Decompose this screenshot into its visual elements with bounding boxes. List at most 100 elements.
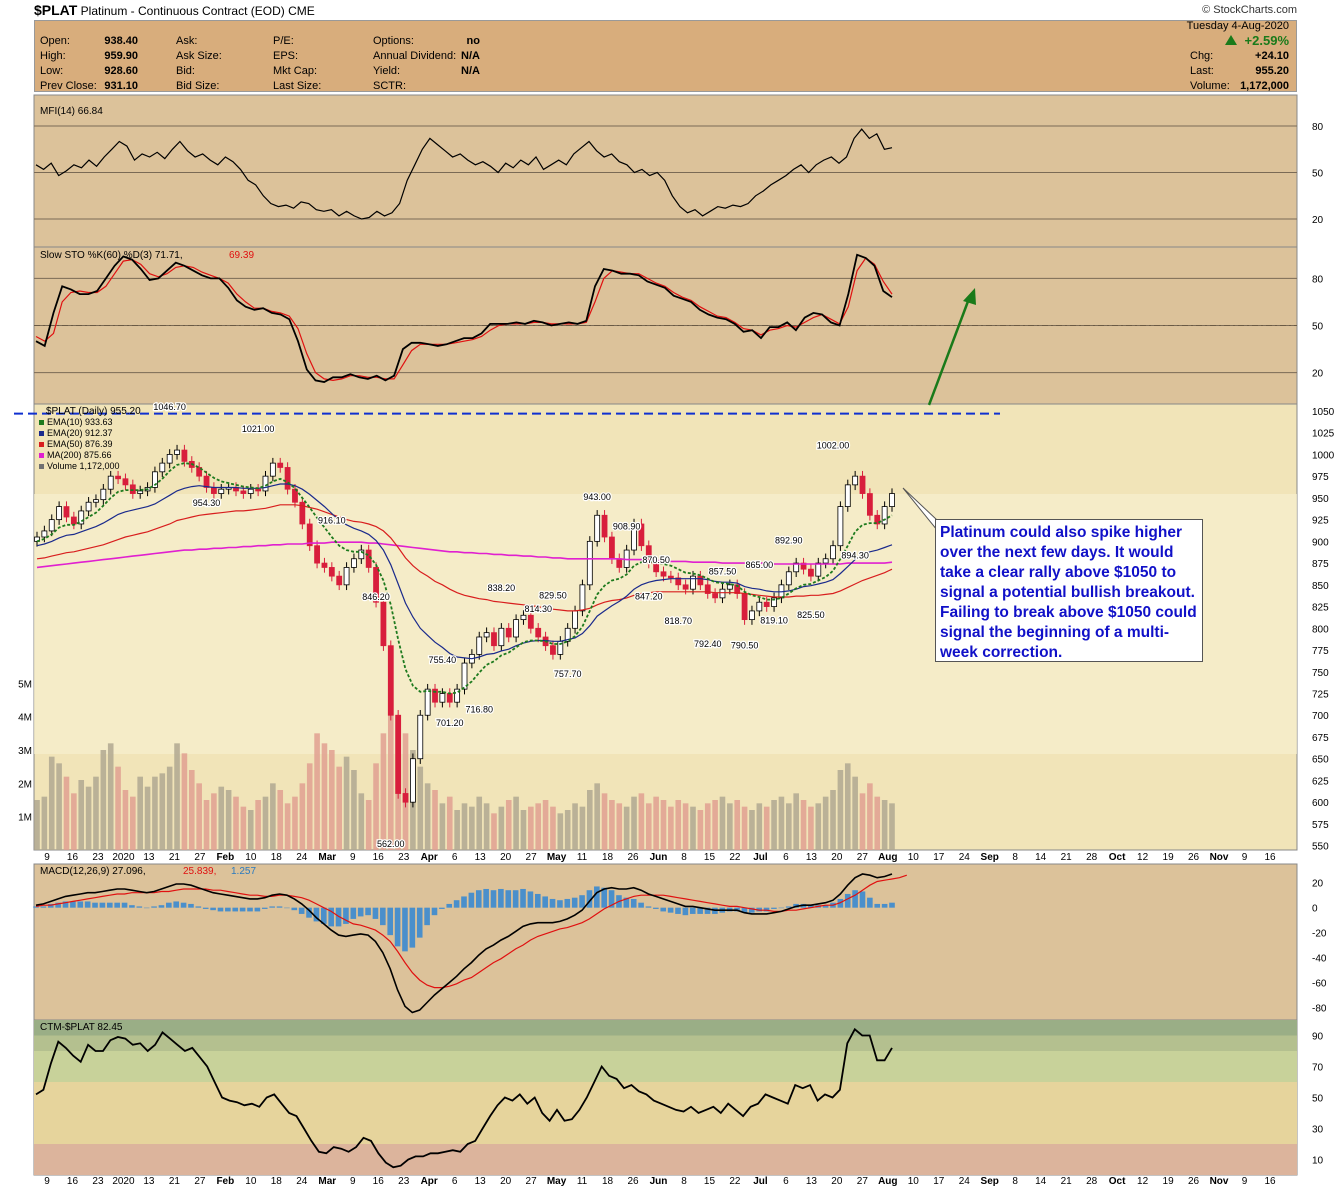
macd-hist-bar [889, 902, 895, 908]
right-label: Last: [1190, 65, 1214, 77]
volume-bar [601, 793, 608, 850]
volume-bar [196, 783, 202, 850]
macd-hist-bar [239, 907, 246, 912]
volume-bar [314, 733, 320, 850]
price-data-label: 825.50 [797, 610, 825, 620]
x-axis-label: 28 [1086, 852, 1098, 863]
macd-hist-bar [92, 902, 98, 908]
volume-bar [93, 776, 99, 850]
macd-hist-bar [232, 907, 239, 912]
macd-hist-bar [542, 896, 548, 908]
price-data-label: 755.40 [429, 655, 457, 665]
x-axis-label-bottom: Feb [216, 1176, 234, 1187]
x-axis-label: 20 [500, 852, 512, 863]
macd-hist-bar [394, 907, 401, 947]
option-label: SCTR: [373, 80, 406, 92]
candle-body [881, 506, 888, 525]
fund-label: Mkt Cap: [273, 65, 317, 77]
macd-hist-bar [40, 906, 47, 908]
candle-body [306, 523, 313, 547]
x-axis-label-bottom: 17 [933, 1176, 945, 1187]
volume-bar [837, 770, 844, 850]
price-data-label: 716.80 [465, 705, 493, 715]
ctm-tick: 90 [1312, 1032, 1324, 1043]
x-axis-label-bottom: 10 [908, 1176, 920, 1187]
x-axis-label: 13 [143, 852, 155, 863]
x-axis-label-bottom: Jun [650, 1176, 668, 1187]
x-axis-label: 27 [526, 852, 538, 863]
x-axis-label: May [547, 852, 567, 863]
volume-bar [34, 800, 40, 850]
x-axis-label: 8 [681, 852, 687, 863]
volume-bar [557, 813, 564, 850]
volume-bar [704, 803, 711, 850]
x-axis-label-bottom: Aug [878, 1176, 897, 1187]
volume-tick: 3M [18, 746, 32, 757]
option-value: N/A [461, 65, 480, 77]
price-data-label: 954.30 [193, 498, 221, 508]
ema10-line [36, 462, 893, 695]
candle-body [262, 475, 269, 492]
x-axis-label-bottom: 16 [373, 1176, 385, 1187]
quote-value: 938.40 [104, 35, 138, 47]
candle-body [387, 645, 394, 716]
volume-bar [483, 803, 490, 850]
volume-bar [461, 803, 468, 850]
sto-tick: 20 [1312, 369, 1324, 380]
x-axis-label-bottom: 20 [500, 1176, 512, 1187]
volume-tick: 1M [18, 813, 32, 824]
candle-body [645, 545, 652, 564]
price-tick: 975 [1312, 472, 1329, 483]
date-label: Tuesday 4-Aug-2020 [1187, 20, 1289, 32]
x-axis-label: 26 [1188, 852, 1200, 863]
option-label: Options: [373, 35, 414, 47]
volume-bar [859, 793, 866, 850]
volume-bar [793, 793, 799, 850]
x-axis-label: 17 [933, 852, 945, 863]
x-axis-label-bottom: 23 [398, 1176, 410, 1187]
price-tick: 800 [1312, 624, 1329, 635]
x-axis-label: 26 [627, 852, 639, 863]
price-data-label: 701.20 [436, 718, 464, 728]
volume-bar [476, 796, 483, 850]
volume-bar [682, 803, 689, 850]
x-axis-label-bottom: 12 [1137, 1176, 1149, 1187]
x-axis-label-bottom: Sep [981, 1176, 999, 1187]
macd-hist-bar [254, 907, 261, 912]
volume-bar [255, 800, 261, 850]
macd-hist-bar [852, 890, 858, 908]
candle-body [586, 540, 593, 586]
quote-value: 931.10 [104, 80, 138, 92]
macd-hist-bar [313, 907, 320, 922]
macd-hist-bar [778, 907, 785, 909]
volume-bar [181, 753, 188, 850]
x-axis-label: 23 [92, 852, 104, 863]
candle-body [107, 475, 114, 490]
volume-bar [454, 810, 460, 850]
legend-swatch [39, 453, 44, 458]
macd-hist-bar [461, 896, 467, 908]
fund-label: EPS: [273, 50, 298, 62]
price-legend-item: EMA(20) 912.37 [47, 428, 113, 438]
price-data-label: 894.30 [841, 550, 869, 560]
macd-hist-bar [808, 905, 814, 908]
price-data-label: 790.50 [731, 641, 759, 651]
candle-body [284, 467, 291, 490]
macd-hist-bar [601, 887, 608, 908]
volume-bar [579, 806, 586, 850]
ctm-tick: 50 [1312, 1094, 1324, 1105]
x-axis-label: 10 [908, 852, 920, 863]
macd-hist-bar [173, 901, 180, 908]
sto-d-line [35, 257, 893, 382]
macd-hist-bar [195, 906, 202, 908]
price-data-label: 818.70 [664, 616, 692, 626]
volume-bar [166, 766, 173, 850]
macd-hist-bar [594, 886, 600, 908]
x-axis-label-bottom: 16 [1264, 1176, 1276, 1187]
macd-hist-bar [741, 907, 748, 913]
price-data-label: 908.90 [613, 522, 641, 532]
candle-body [800, 562, 807, 570]
candle-body [682, 584, 689, 590]
candle-body [712, 593, 719, 599]
candle-body [56, 506, 63, 521]
